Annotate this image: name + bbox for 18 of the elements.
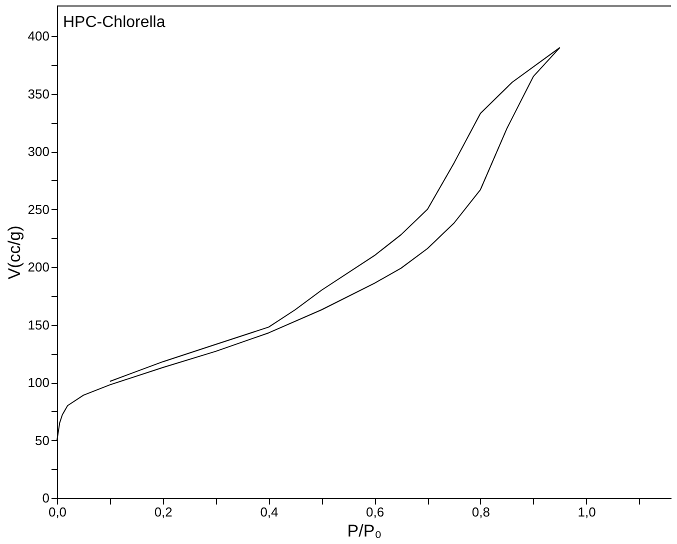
y-tick-label: 100 — [28, 375, 50, 390]
x-tick-label: 1,0 — [578, 504, 596, 520]
y-axis-title: V(cc/g) — [4, 226, 24, 280]
x-axis-title: P/P₀ — [347, 522, 382, 540]
x-tick-label: 0,2 — [154, 504, 172, 520]
y-tick-label: 300 — [28, 144, 50, 160]
x-tick-label: 0,8 — [472, 504, 490, 520]
x-tick-label: 0,0 — [48, 504, 67, 520]
chart-title: HPC-Chlorella — [63, 14, 166, 31]
y-tick-label: 350 — [28, 86, 50, 102]
x-tick-label: 0,4 — [260, 504, 278, 520]
y-tick-label: 50 — [35, 432, 50, 448]
x-tick-label: 0,6 — [366, 504, 384, 520]
y-tick-label: 200 — [28, 260, 50, 275]
y-tick-label: 0 — [42, 490, 50, 506]
y-tick-label: 250 — [28, 202, 50, 217]
y-tick-label: 400 — [28, 28, 50, 44]
y-tick-label: 150 — [28, 317, 50, 332]
